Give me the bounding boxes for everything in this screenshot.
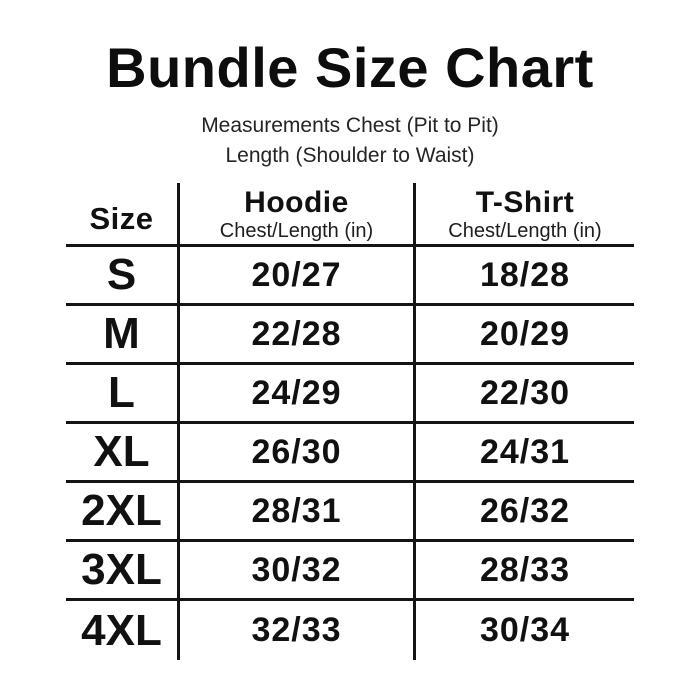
size-label-2xl: 2XL	[66, 483, 177, 542]
size-label-4xl: 4XL	[66, 601, 177, 660]
column-header-hoodie: Hoodie Chest/Length (in)	[177, 183, 413, 247]
hoodie-measurement-m: 22/28	[177, 306, 413, 365]
tshirt-measurement-4xl: 30/34	[413, 601, 634, 660]
size-table: Size Hoodie Chest/Length (in) T-Shirt Ch…	[66, 183, 634, 660]
hoodie-measurement-2xl: 28/31	[177, 483, 413, 542]
hoodie-header-sublabel: Chest/Length (in)	[219, 220, 374, 242]
size-label-3xl: 3XL	[66, 542, 177, 601]
tshirt-measurement-s: 18/28	[413, 247, 634, 306]
hoodie-measurement-s: 20/27	[177, 247, 413, 306]
tshirt-measurement-m: 20/29	[413, 306, 634, 365]
page-title: Bundle Size Chart	[106, 36, 594, 99]
tshirt-measurement-xl: 24/31	[413, 424, 634, 483]
tshirt-header-label: T-Shirt	[475, 186, 575, 219]
tshirt-measurement-l: 22/30	[413, 365, 634, 424]
size-label-m: M	[66, 306, 177, 365]
hoodie-measurement-4xl: 32/33	[177, 601, 413, 660]
column-header-size: Size	[66, 183, 177, 247]
subtitle-line-1: Measurements Chest (Pit to Pit)	[201, 114, 499, 137]
subtitle-line-2: Length (Shoulder to Waist)	[225, 144, 475, 167]
column-header-tshirt: T-Shirt Chest/Length (in)	[413, 183, 634, 247]
size-label-xl: XL	[66, 424, 177, 483]
hoodie-measurement-l: 24/29	[177, 365, 413, 424]
tshirt-measurement-2xl: 26/32	[413, 483, 634, 542]
tshirt-measurement-3xl: 28/33	[413, 542, 634, 601]
size-label-l: L	[66, 365, 177, 424]
hoodie-header-label: Hoodie	[244, 186, 349, 219]
hoodie-measurement-xl: 26/30	[177, 424, 413, 483]
size-label-s: S	[66, 247, 177, 306]
hoodie-measurement-3xl: 30/32	[177, 542, 413, 601]
tshirt-header-sublabel: Chest/Length (in)	[448, 220, 602, 242]
